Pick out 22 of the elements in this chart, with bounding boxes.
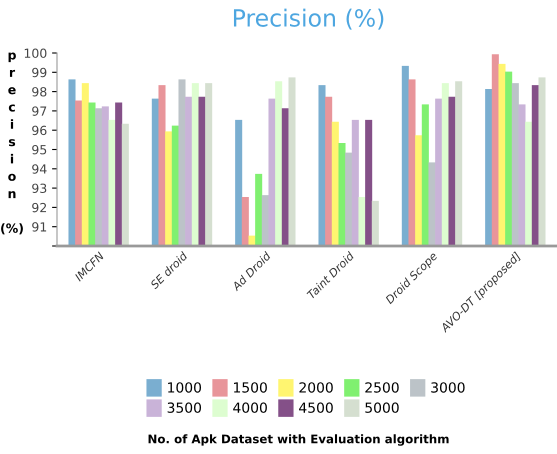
legend-label: 2500 <box>365 382 399 393</box>
y-tick-label: 97 <box>32 106 46 116</box>
y-tick-label: 98 <box>32 87 46 97</box>
chart-title: Precision (%) <box>234 8 384 30</box>
y-tick-label: 93 <box>32 184 46 194</box>
legend-label: 3500 <box>168 402 202 413</box>
y-tick-label: 95 <box>32 144 46 154</box>
text: precision (%) <box>1 52 23 234</box>
legend-label: 3000 <box>431 382 465 393</box>
y-tick-label: 91 <box>32 222 46 232</box>
text: No. of Apk Dataset with Evaluation algorithm <box>148 434 449 446</box>
y-tick-label: 96 <box>32 126 46 136</box>
y-tick-label: 94 <box>32 164 47 174</box>
legend-label: 1000 <box>168 382 202 393</box>
legend-label: 5000 <box>365 402 399 413</box>
legend-label: 2000 <box>299 382 333 393</box>
y-tick-label: 99 <box>32 68 46 78</box>
y-tick-label: 92 <box>32 202 46 212</box>
legend-label: 1500 <box>234 382 267 393</box>
y-tick-label: 100 <box>24 48 46 58</box>
legend-label: 4000 <box>233 402 267 413</box>
legend-label: 4500 <box>299 402 333 413</box>
